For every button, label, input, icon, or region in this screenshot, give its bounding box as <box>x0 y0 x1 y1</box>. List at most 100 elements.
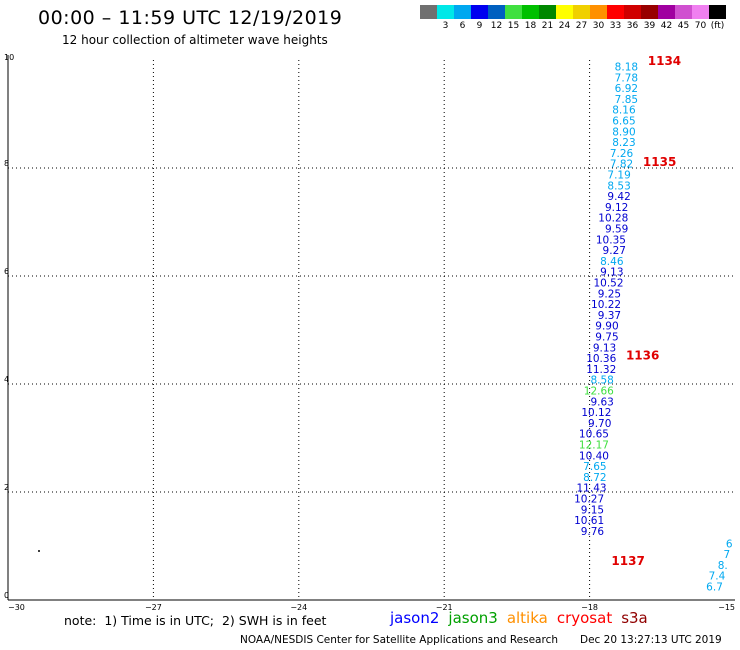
wave-height-label: 9.63 <box>590 396 613 408</box>
wave-height-label: 8.23 <box>612 137 635 149</box>
x-tick-label: −27 <box>145 603 162 612</box>
wave-height-label: 7 <box>723 549 730 561</box>
color-scale-label: 18 <box>524 21 537 31</box>
color-swatch <box>641 5 658 19</box>
x-tick-label: −18 <box>581 603 598 612</box>
color-scale-label: 12 <box>490 21 503 31</box>
satellite-legend-item: s3a <box>621 609 648 627</box>
wave-height-label: 10.22 <box>591 299 621 311</box>
wave-height-label: 10.61 <box>574 515 604 527</box>
wave-height-label: 9.37 <box>598 310 621 322</box>
color-swatch <box>539 5 556 19</box>
units-note: note: 1) Time is in UTC; 2) SWH is in fe… <box>64 613 327 628</box>
satellite-legend-item: jason2 <box>390 609 440 627</box>
wave-height-label: 9.25 <box>598 288 621 300</box>
wave-height-label: 9.90 <box>595 321 618 333</box>
color-swatch <box>607 5 624 19</box>
color-scale-bar <box>420 5 726 19</box>
wave-height-label: 9.15 <box>581 504 604 516</box>
wave-height-label: 9.76 <box>581 526 605 538</box>
wave-height-label: 8.90 <box>612 126 635 138</box>
wave-height-label: 9.13 <box>593 342 616 354</box>
color-swatch <box>437 5 454 19</box>
color-swatch <box>624 5 641 19</box>
y-tick-label: 0 <box>4 591 9 600</box>
pass-number-label: 1136 <box>626 348 659 362</box>
color-swatch <box>522 5 539 19</box>
wave-height-label: 8.58 <box>590 375 613 387</box>
wave-height-label: 6 <box>726 538 733 550</box>
wave-height-label: 12.66 <box>584 385 614 397</box>
y-tick-label: 6 <box>4 267 9 276</box>
wave-height-label: 7.82 <box>610 159 633 171</box>
x-tick-label: −30 <box>8 603 25 612</box>
color-scale-label: 45 <box>677 21 690 31</box>
wave-height-label: 9.75 <box>595 331 618 343</box>
color-swatch <box>658 5 675 19</box>
color-swatch <box>471 5 488 19</box>
color-swatch <box>420 5 437 19</box>
wave-height-label: 8.18 <box>615 61 638 73</box>
wave-height-label: 10.28 <box>598 213 628 225</box>
satellite-legend-item: cryosat <box>556 609 613 627</box>
y-tick-label: 4 <box>4 375 9 384</box>
pass-number-label: 1134 <box>648 54 681 68</box>
wave-height-label: 7.65 <box>583 461 606 473</box>
wave-height-label: 7.78 <box>615 72 638 84</box>
y-tick-label: 2 <box>4 483 9 492</box>
wave-height-label: 7.19 <box>607 169 630 181</box>
color-scale-label: 3 <box>442 21 449 31</box>
wave-height-label: 8.53 <box>607 180 630 192</box>
wave-height-label: 6.7 <box>706 582 723 594</box>
color-scale-label: (ft) <box>710 21 725 31</box>
pass-number-label: 1135 <box>643 155 676 169</box>
wave-height-label: 10.27 <box>574 493 604 505</box>
wave-height-label: 10.65 <box>579 429 609 441</box>
pass-number-label: 1137 <box>611 554 644 568</box>
wave-height-label: 9.70 <box>588 418 611 430</box>
color-scale-label: 9 <box>476 21 483 31</box>
color-scale-label: 21 <box>541 21 554 31</box>
color-scale-label: 15 <box>507 21 520 31</box>
color-swatch <box>556 5 573 19</box>
color-swatch <box>573 5 590 19</box>
wave-height-label: 9.59 <box>605 223 628 235</box>
color-scale-label: 70 <box>694 21 707 31</box>
data-point-marker <box>38 550 40 552</box>
wave-height-label: 9.12 <box>605 202 628 214</box>
color-scale-label: 36 <box>626 21 639 31</box>
color-scale-labels: 3 6 9 12 15 18 21 24 27 30 33 36 39 42 45 70 (ft) <box>420 21 726 31</box>
wave-height-label: 7.4 <box>709 571 726 583</box>
color-scale-label: 30 <box>592 21 605 31</box>
wave-height-label: 8.16 <box>612 105 636 117</box>
wave-height-label: 10.35 <box>596 234 626 246</box>
wave-height-label: 10.52 <box>593 277 623 289</box>
color-swatch <box>675 5 692 19</box>
color-swatch <box>692 5 709 19</box>
wave-height-label: 8.72 <box>583 472 606 484</box>
x-tick-label: −24 <box>290 603 307 612</box>
x-tick-label: −21 <box>436 603 453 612</box>
wave-height-label: 7.85 <box>615 94 638 106</box>
y-tick-label: 10 <box>4 53 14 62</box>
wave-height-label: 9.27 <box>603 245 626 257</box>
credit-line: NOAA/NESDIS Center for Satellite Applica… <box>240 634 558 646</box>
generated-timestamp: Dec 20 13:27:13 UTC 2019 <box>580 634 722 646</box>
y-tick-label: 8 <box>4 159 9 168</box>
wave-height-label: 9.42 <box>607 191 630 203</box>
wave-height-label: 7.26 <box>610 148 634 160</box>
satellite-legend: jason2 jason3 altika cryosat s3a <box>390 609 648 627</box>
wave-height-label: 11.43 <box>577 483 607 495</box>
wave-height-label: 11.32 <box>586 364 616 376</box>
color-swatch <box>454 5 471 19</box>
color-scale-label: 24 <box>558 21 571 31</box>
wave-height-label: 8. <box>718 560 728 572</box>
satellite-legend-item: altika <box>506 609 548 627</box>
wave-height-label: 10.40 <box>579 450 609 462</box>
wave-height-label: 12.17 <box>579 439 609 451</box>
color-scale-label: 39 <box>643 21 656 31</box>
satellite-legend-item: jason3 <box>448 609 498 627</box>
wave-height-label: 10.36 <box>586 353 616 365</box>
chart-subtitle: 12 hour collection of altimeter wave hei… <box>62 33 328 47</box>
color-scale-label: 33 <box>609 21 622 31</box>
